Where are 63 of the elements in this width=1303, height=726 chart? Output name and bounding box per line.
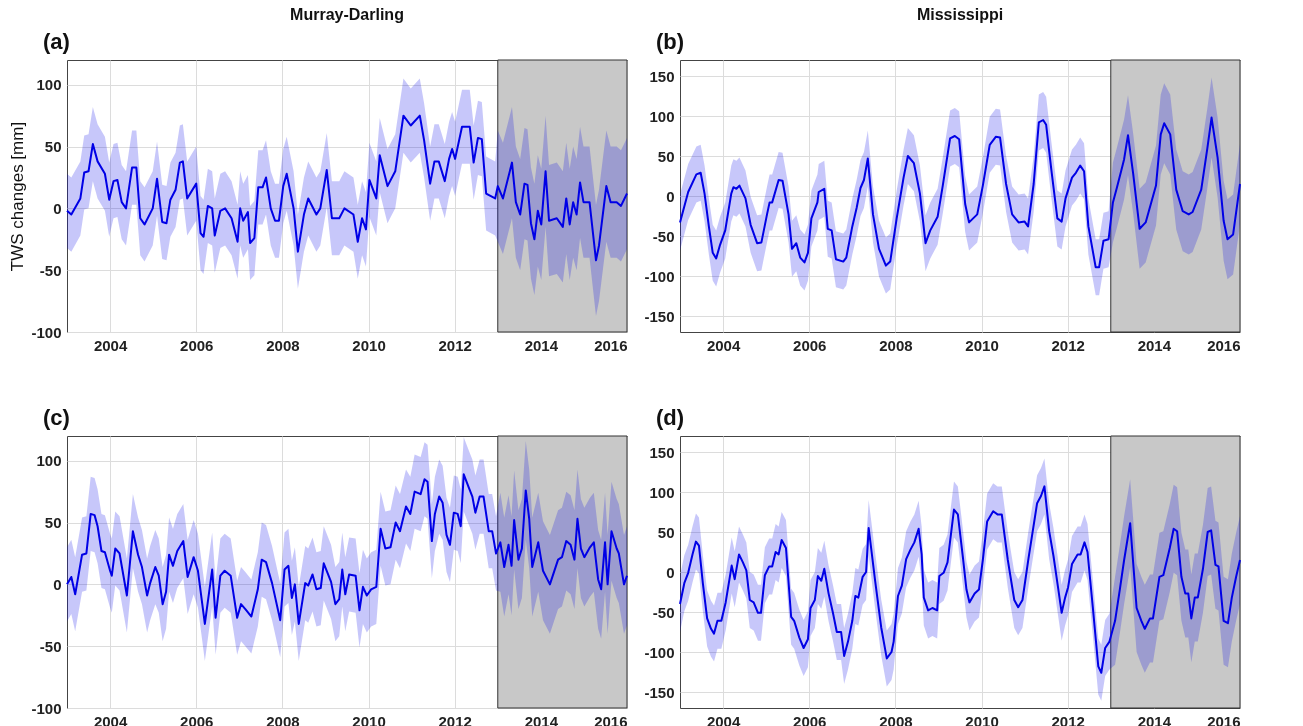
line-series <box>679 116 1241 269</box>
y-tick-label: 50 <box>44 138 62 156</box>
y-tick-label: -100 <box>31 699 62 717</box>
x-tick-label: 2016 <box>1207 712 1241 726</box>
x-tick-label: 2014 <box>1137 712 1172 726</box>
text: (b) <box>656 29 685 54</box>
x-tick-label: 2004 <box>93 712 128 726</box>
y-tick-label: -50 <box>652 227 675 245</box>
chart-title: Mississippi <box>916 6 1004 23</box>
x-tick-label: 2008 <box>266 336 300 354</box>
x-tick-label: 2012 <box>438 712 472 726</box>
x-tick-label: 2014 <box>1137 336 1172 354</box>
y-tick-label: -50 <box>39 637 62 655</box>
text: (c) <box>43 405 70 430</box>
y-tick-label: 150 <box>649 67 675 85</box>
y-tick-label: 0 <box>53 575 62 593</box>
x-tick-label: 2012 <box>1051 712 1085 726</box>
line-series <box>66 473 628 625</box>
x-tick-label: 2006 <box>793 336 827 354</box>
y-tick-label: -100 <box>31 323 62 341</box>
y-tick-label: -100 <box>644 643 675 661</box>
y-tick-label: -50 <box>652 603 675 621</box>
y-tick-label: 0 <box>53 199 62 217</box>
x-tick-label: 2006 <box>180 336 214 354</box>
y-tick-label: -150 <box>644 307 675 325</box>
x-tick-label: 2008 <box>879 336 913 354</box>
y-tick-label: 150 <box>649 443 675 461</box>
x-tick-label: 2006 <box>793 712 827 726</box>
x-tick-label: 2010 <box>352 712 386 726</box>
y-axis-title: TWS changes [mm] <box>8 121 28 272</box>
y-tick-label: 50 <box>44 514 62 532</box>
text: (d) <box>656 405 685 430</box>
x-tick-label: 2010 <box>965 712 999 726</box>
x-tick-label: 2010 <box>352 336 386 354</box>
y-tick-label: 50 <box>657 523 675 541</box>
line-series <box>679 485 1241 674</box>
line-series <box>66 114 628 262</box>
x-tick-label: 2004 <box>706 712 741 726</box>
x-tick-label: 2006 <box>180 712 214 726</box>
x-tick-label: 2008 <box>879 712 913 726</box>
text: (a) <box>43 29 70 54</box>
x-tick-label: 2010 <box>965 336 999 354</box>
y-tick-label: 100 <box>649 107 675 125</box>
x-tick-label: 2012 <box>438 336 472 354</box>
x-tick-label: 2016 <box>594 712 628 726</box>
x-tick-label: 2016 <box>1207 336 1241 354</box>
x-tick-label: 2012 <box>1051 336 1085 354</box>
y-tick-label: 100 <box>36 76 62 94</box>
x-tick-label: 2008 <box>266 712 300 726</box>
y-tick-label: 50 <box>657 147 675 165</box>
y-tick-label: -50 <box>39 261 62 279</box>
x-tick-label: 2014 <box>524 336 559 354</box>
x-tick-label: 2014 <box>524 712 559 726</box>
x-tick-label: 2004 <box>706 336 741 354</box>
y-tick-label: -150 <box>644 683 675 701</box>
y-tick-label: -100 <box>644 267 675 285</box>
x-tick-label: 2016 <box>594 336 628 354</box>
chart-title: Murray-Darling <box>290 6 404 23</box>
y-tick-label: 100 <box>649 483 675 501</box>
y-tick-label: 0 <box>666 187 675 205</box>
y-tick-label: 100 <box>36 452 62 470</box>
x-tick-label: 2004 <box>93 336 128 354</box>
y-tick-label: 0 <box>666 563 675 581</box>
